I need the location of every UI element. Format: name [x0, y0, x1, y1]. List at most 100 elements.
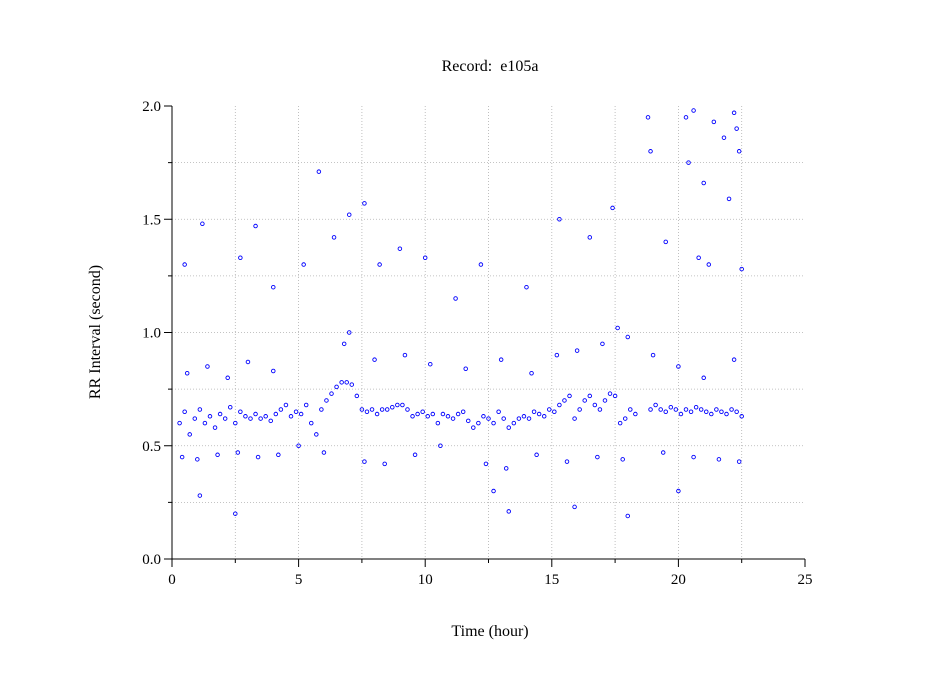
data-point: [506, 425, 512, 430]
data-point: [395, 402, 400, 408]
data-point: [726, 196, 732, 202]
data-point: [212, 425, 218, 430]
data-point: [676, 488, 681, 494]
data-point: [709, 411, 714, 417]
data-point: [704, 409, 709, 415]
data-point: [192, 416, 198, 421]
data-point: [567, 393, 572, 399]
data-point: [238, 255, 243, 261]
data-point: [648, 407, 653, 412]
data-point: [453, 296, 458, 301]
y-tick-label: 0.0: [142, 552, 161, 568]
data-point: [739, 414, 744, 419]
data-point: [438, 443, 443, 449]
data-point: [531, 409, 537, 415]
data-point: [341, 341, 347, 347]
data-point: [460, 409, 466, 415]
data-point: [633, 411, 638, 417]
data-point: [314, 432, 319, 437]
data-point: [184, 371, 190, 376]
data-point: [374, 411, 380, 417]
data-point: [382, 461, 387, 467]
data-point: [301, 262, 306, 267]
data-point: [526, 416, 532, 421]
data-point: [362, 201, 367, 206]
data-point: [524, 284, 529, 290]
x-tick-label: 20: [671, 572, 686, 588]
data-point: [455, 411, 461, 417]
data-point: [248, 416, 253, 421]
data-point: [420, 409, 425, 415]
data-point: [428, 361, 433, 367]
data-point: [222, 416, 228, 421]
data-point: [536, 411, 542, 417]
data-point: [397, 246, 403, 251]
data-point: [197, 493, 203, 498]
y-tick-label: 1.0: [142, 326, 161, 342]
data-point: [349, 382, 355, 387]
data-point: [628, 407, 633, 412]
data-point: [714, 407, 719, 412]
data-point: [273, 411, 279, 417]
data-point: [331, 235, 337, 240]
data-point: [253, 223, 258, 229]
data-point: [625, 513, 631, 519]
data-point: [372, 357, 377, 362]
data-point: [486, 416, 491, 421]
data-point: [278, 407, 284, 412]
data-point: [476, 420, 481, 426]
data-point: [582, 398, 587, 403]
data-point: [465, 418, 471, 424]
data-point: [562, 398, 567, 403]
data-point: [587, 393, 593, 399]
data-point: [547, 407, 552, 412]
data-point: [625, 334, 631, 340]
data-point: [400, 402, 405, 408]
data-point: [339, 380, 344, 385]
data-point: [369, 407, 375, 412]
data-point: [346, 330, 352, 335]
data-point: [541, 414, 547, 419]
data-point: [506, 509, 512, 514]
data-point: [653, 402, 658, 408]
y-tick-label: 0.5: [142, 439, 161, 455]
y-tick-label: 1.5: [142, 212, 161, 228]
data-point: [207, 414, 213, 419]
data-point: [597, 407, 603, 412]
data-point: [390, 404, 395, 410]
data-point: [215, 452, 220, 458]
x-tick-label: 15: [544, 572, 559, 588]
data-point: [238, 409, 243, 415]
data-point: [673, 407, 679, 412]
data-point: [182, 262, 187, 267]
data-point: [719, 409, 724, 415]
data-point: [731, 357, 737, 362]
data-point: [179, 454, 185, 460]
data-point: [346, 212, 352, 217]
data-point: [177, 420, 182, 426]
data-point: [478, 262, 484, 267]
x-tick-label: 10: [418, 572, 433, 588]
data-point: [359, 407, 365, 412]
data-point: [276, 452, 281, 458]
data-point: [268, 418, 273, 424]
data-point: [572, 416, 577, 421]
y-axis-label: RR Interval (second): [87, 265, 104, 399]
data-point: [729, 407, 734, 412]
data-point: [552, 409, 557, 415]
data-point: [686, 160, 691, 165]
data-point: [645, 115, 651, 120]
data-point: [716, 457, 722, 462]
data-point: [202, 420, 208, 426]
data-point: [377, 262, 382, 267]
y-tick-label: 2.0: [142, 99, 161, 115]
data-point: [516, 416, 522, 421]
data-point: [534, 452, 539, 458]
data-point: [255, 454, 261, 460]
data-point: [706, 262, 712, 267]
data-point: [271, 368, 276, 374]
data-point: [384, 407, 390, 412]
data-point: [233, 511, 238, 516]
data-point: [293, 409, 299, 415]
data-point: [622, 416, 628, 421]
